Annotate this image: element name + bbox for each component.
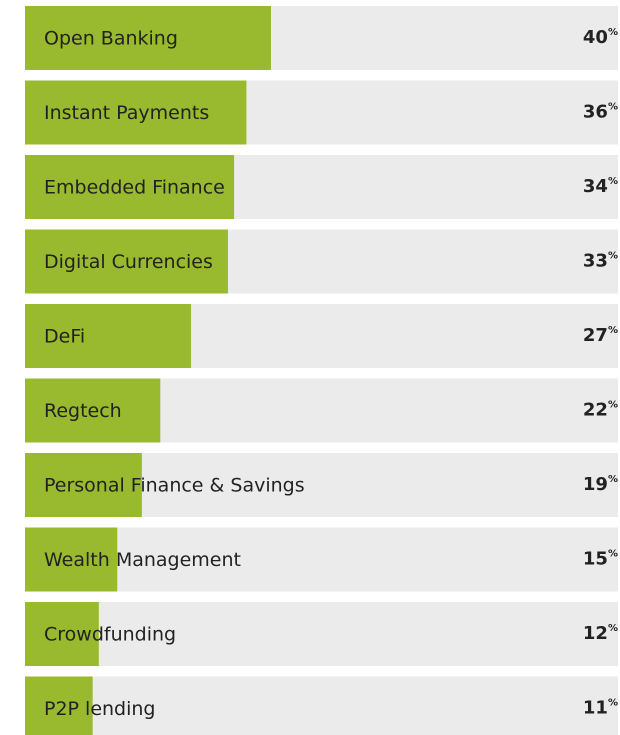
category-label: Personal Finance & Savings [44,475,305,497]
category-label: Wealth Management [44,549,241,571]
category-label: DeFi [44,326,85,348]
category-label: Embedded Finance [44,177,225,199]
value-label: 36% [583,102,618,123]
bar [25,453,142,517]
value-label: 33% [583,251,618,272]
bar-track [25,527,618,592]
value-label: 34% [583,176,618,197]
category-label: Regtech [44,400,122,422]
value-label: 22% [583,400,618,421]
category-label: Instant Payments [44,102,209,124]
bar [25,155,235,219]
value-label: 15% [583,549,618,570]
bar [25,6,271,70]
category-label: Open Banking [44,28,178,50]
category-label: P2P lending [44,698,156,720]
bar-track [25,602,618,666]
bar [25,676,93,735]
bar [25,527,118,592]
bar [25,378,161,443]
category-label: Digital Currencies [44,251,213,273]
bar [25,602,99,666]
value-label: 12% [583,623,618,644]
bar [25,304,192,368]
bar-track [25,676,618,735]
bar [25,229,228,294]
value-label: 27% [583,325,618,346]
value-label: 11% [583,698,618,719]
value-label: 19% [583,474,618,495]
value-label: 40% [583,27,618,48]
category-label: Crowdfunding [44,624,176,646]
bar [25,80,247,145]
